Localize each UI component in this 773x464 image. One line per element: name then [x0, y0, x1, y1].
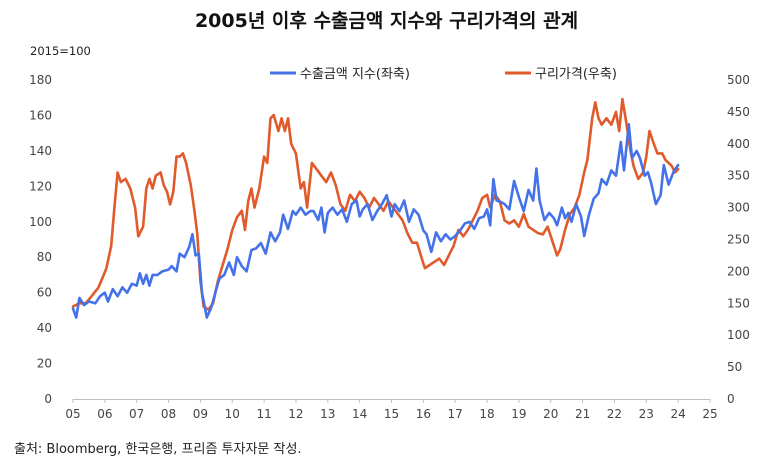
left-y-tick-label: 40 — [37, 321, 52, 335]
x-tick-label: 25 — [702, 407, 717, 421]
x-tick-label: 05 — [65, 407, 80, 421]
x-tick-label: 14 — [352, 407, 367, 421]
x-tick-label: 22 — [607, 407, 622, 421]
left-y-tick-label: 0 — [44, 392, 52, 406]
left-y-tick-label: 20 — [37, 357, 52, 371]
legend: 수출금액 지수(좌축) 구리가격(우축) — [270, 67, 617, 82]
right-y-tick-label: 450 — [727, 105, 750, 119]
x-tick-label: 18 — [479, 407, 494, 421]
chart-title: 2005년 이후 수출금액 지수와 구리가격의 관계 — [194, 10, 579, 32]
right-y-tick-label: 50 — [727, 360, 742, 374]
series-lines — [71, 97, 680, 319]
left-y-tick-label: 140 — [29, 144, 52, 158]
x-tick-label: 23 — [639, 407, 654, 421]
right-y-tick-label: 0 — [727, 392, 735, 406]
x-tick-label: 15 — [384, 407, 399, 421]
left-y-tick-label: 60 — [37, 286, 52, 300]
x-tick-label: 08 — [161, 407, 176, 421]
x-tick-label: 12 — [288, 407, 303, 421]
x-tick-label: 13 — [320, 407, 335, 421]
right-y-tick-label: 400 — [727, 137, 750, 151]
x-tick-label: 11 — [256, 407, 271, 421]
x-tick-label: 21 — [575, 407, 590, 421]
x-tick-label: 19 — [511, 407, 526, 421]
left-y-tick-label: 120 — [29, 179, 52, 193]
right-y-tick-label: 250 — [727, 233, 750, 247]
right-y-tick-label: 150 — [727, 296, 750, 310]
right-y-tick-label: 350 — [727, 169, 750, 183]
legend-copper-label: 구리가격(우축) — [535, 67, 617, 82]
left-axis-unit: 2015=100 — [30, 44, 91, 58]
left-y-tick-label: 80 — [37, 250, 52, 264]
right-y-tick-label: 100 — [727, 328, 750, 342]
x-tick-label: 20 — [543, 407, 558, 421]
x-tick-label: 16 — [416, 407, 431, 421]
x-tick-label: 09 — [193, 407, 208, 421]
legend-export-label: 수출금액 지수(좌축) — [300, 67, 410, 82]
source-note: 출처: Bloomberg, 한국은행, 프리즘 투자자문 작성. — [14, 442, 302, 457]
left-y-tick-label: 100 — [29, 215, 52, 229]
left-y-tick-label: 160 — [29, 108, 52, 122]
x-tick-label: 17 — [448, 407, 463, 421]
x-tick-label: 06 — [97, 407, 112, 421]
left-y-tick-label: 180 — [29, 73, 52, 87]
x-tick-label: 10 — [225, 407, 240, 421]
copper-price-line — [71, 97, 680, 311]
x-tick-label: 07 — [129, 407, 144, 421]
x-tick-label: 24 — [671, 407, 686, 421]
export-index-line — [71, 123, 680, 319]
right-y-tick-label: 200 — [727, 264, 750, 278]
right-y-tick-label: 300 — [727, 201, 750, 215]
axes: 05 06 07 08 09 10 11 12 13 14 15 16 17 18 19 20 21 22 23 24… — [29, 73, 750, 421]
right-y-tick-label: 500 — [727, 73, 750, 87]
